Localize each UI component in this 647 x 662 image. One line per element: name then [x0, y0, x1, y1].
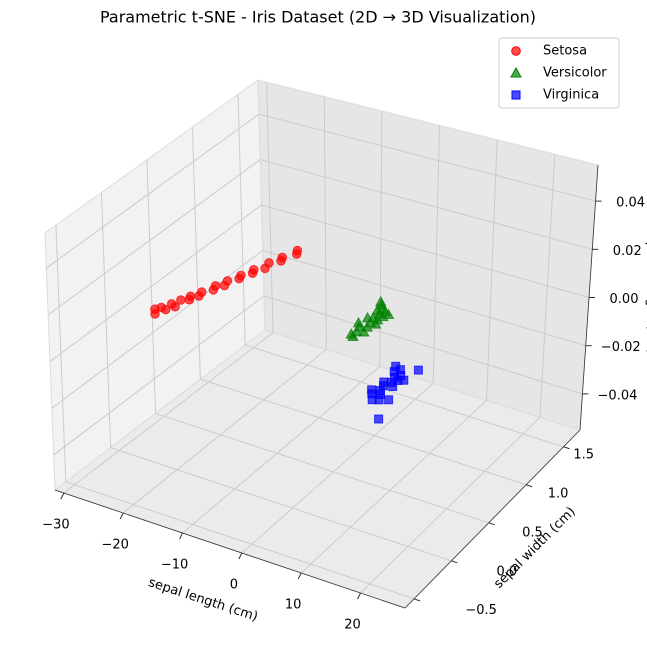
x-tick: [239, 553, 242, 559]
point: [261, 264, 270, 273]
point: [400, 376, 408, 384]
z-tick-label: 0.02: [613, 244, 642, 259]
y-axis-label: sepal width (cm): [491, 504, 578, 591]
point: [185, 295, 194, 304]
point: [389, 383, 397, 391]
z-tick-label: 0.04: [616, 196, 645, 211]
x-tick: [180, 533, 183, 539]
x-tick: [298, 573, 301, 579]
x-tick-label: −30: [42, 518, 69, 533]
z-tick-label: −0.02: [601, 340, 641, 355]
x-tick-label: 10: [285, 598, 302, 613]
chart-title: Parametric t-SNE - Iris Dataset (2D → 3D…: [100, 8, 536, 27]
x-tick-label: 20: [344, 618, 361, 633]
point: [161, 305, 170, 314]
panes: [45, 80, 598, 608]
legend-marker: [512, 47, 521, 56]
point: [414, 366, 422, 374]
y-tick: [526, 485, 532, 487]
y-tick: [414, 599, 420, 601]
x-axis-label: sepal length (cm): [146, 575, 259, 625]
legend-label: Versicolor: [543, 66, 607, 81]
x-tick-label: −20: [102, 538, 129, 553]
y-tick-label: 1.0: [548, 487, 569, 502]
point: [375, 415, 383, 423]
point: [277, 256, 286, 265]
point: [151, 310, 160, 319]
y-tick: [489, 523, 495, 525]
z-tick-label: 0.00: [610, 292, 639, 307]
x-tick: [61, 493, 64, 499]
point: [292, 250, 301, 259]
y-tick-label: 1.5: [573, 448, 594, 463]
y-tick-label: −0.5: [465, 603, 497, 618]
point: [385, 396, 393, 404]
point: [209, 286, 218, 295]
legend-label: Virginica: [543, 88, 599, 103]
point: [220, 281, 229, 290]
y-tick: [451, 561, 457, 563]
point: [248, 269, 257, 278]
legend: Setosa Versicolor Virginica: [499, 38, 619, 108]
legend-label: Setosa: [543, 44, 587, 59]
x-tick: [358, 593, 361, 599]
legend-marker: [512, 91, 520, 99]
point: [235, 274, 244, 283]
x-tick: [120, 513, 123, 519]
x-tick-label: −10: [161, 558, 188, 573]
z-tick-label: −0.04: [598, 388, 638, 403]
point: [195, 292, 204, 301]
point: [375, 396, 383, 404]
point: [171, 302, 180, 311]
y-tick: [564, 447, 570, 449]
x-tick-label: 0: [230, 578, 238, 593]
